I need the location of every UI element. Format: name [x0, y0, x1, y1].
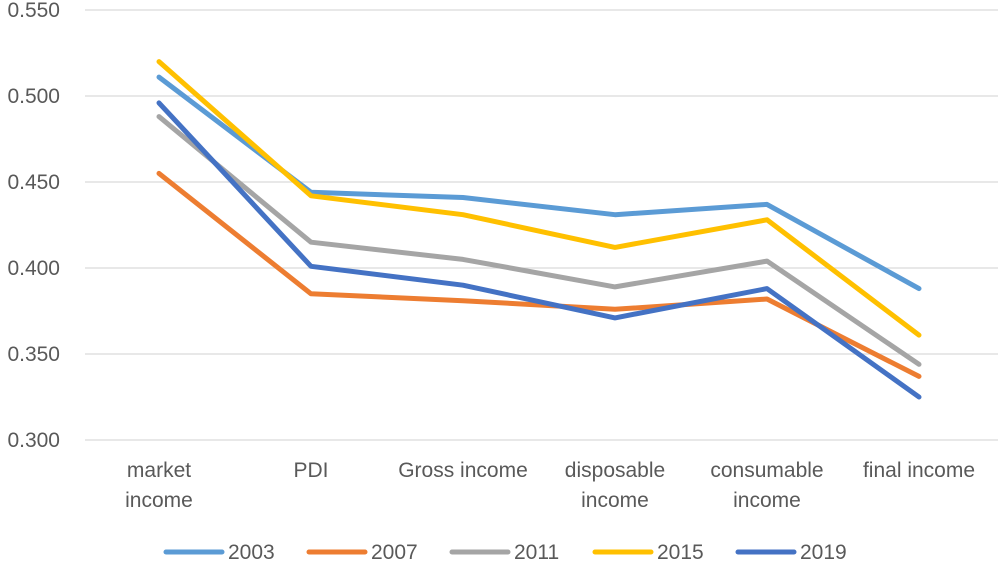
series-line-2015 [156, 59, 922, 338]
x-category-label-line: income [581, 489, 649, 512]
x-category-label-line: disposable [565, 459, 665, 482]
legend-label-2007: 2007 [371, 541, 418, 561]
series-line-2011 [156, 114, 922, 367]
x-category-label: disposable income [565, 459, 665, 512]
series-lines [156, 59, 922, 400]
x-category-label-line: income [125, 489, 193, 512]
x-category-label: consumable income [710, 459, 823, 512]
x-category-label-line: income [733, 489, 801, 512]
y-tick-label: 0.500 [7, 85, 60, 108]
series-line-2019 [156, 100, 922, 400]
legend: 2003 2007 2011 2015 2019 [163, 541, 847, 564]
x-category-label-line: PDI [293, 459, 328, 482]
x-category-label: market income [125, 459, 193, 512]
x-category-label-line: market [127, 459, 191, 482]
x-category-label-line: final income [863, 459, 975, 482]
x-category-label-line: consumable [710, 459, 823, 482]
y-tick-label: 0.300 [7, 429, 60, 452]
y-tick-label: 0.450 [7, 171, 60, 194]
x-category-label: PDI [293, 459, 328, 482]
series-line-2003 [156, 74, 922, 292]
x-category-label: final income [863, 459, 975, 482]
y-tick-label: 0.400 [7, 257, 60, 280]
x-category-label-line: Gross income [398, 459, 528, 482]
legend-label-2019: 2019 [800, 541, 847, 561]
x-category-label: Gross income [398, 459, 528, 482]
y-axis-ticks: 0.300 0.350 0.400 0.450 0.500 0.550 [7, 0, 60, 452]
legend-label-2011: 2011 [514, 541, 559, 561]
x-axis-categories: market income PDI Gross income disposable inc… [125, 459, 975, 512]
y-tick-label: 0.550 [7, 0, 60, 22]
legend-label-2015: 2015 [657, 541, 704, 561]
legend-label-2003: 2003 [228, 541, 275, 561]
y-tick-label: 0.350 [7, 343, 60, 366]
series-line-2007 [156, 170, 922, 379]
